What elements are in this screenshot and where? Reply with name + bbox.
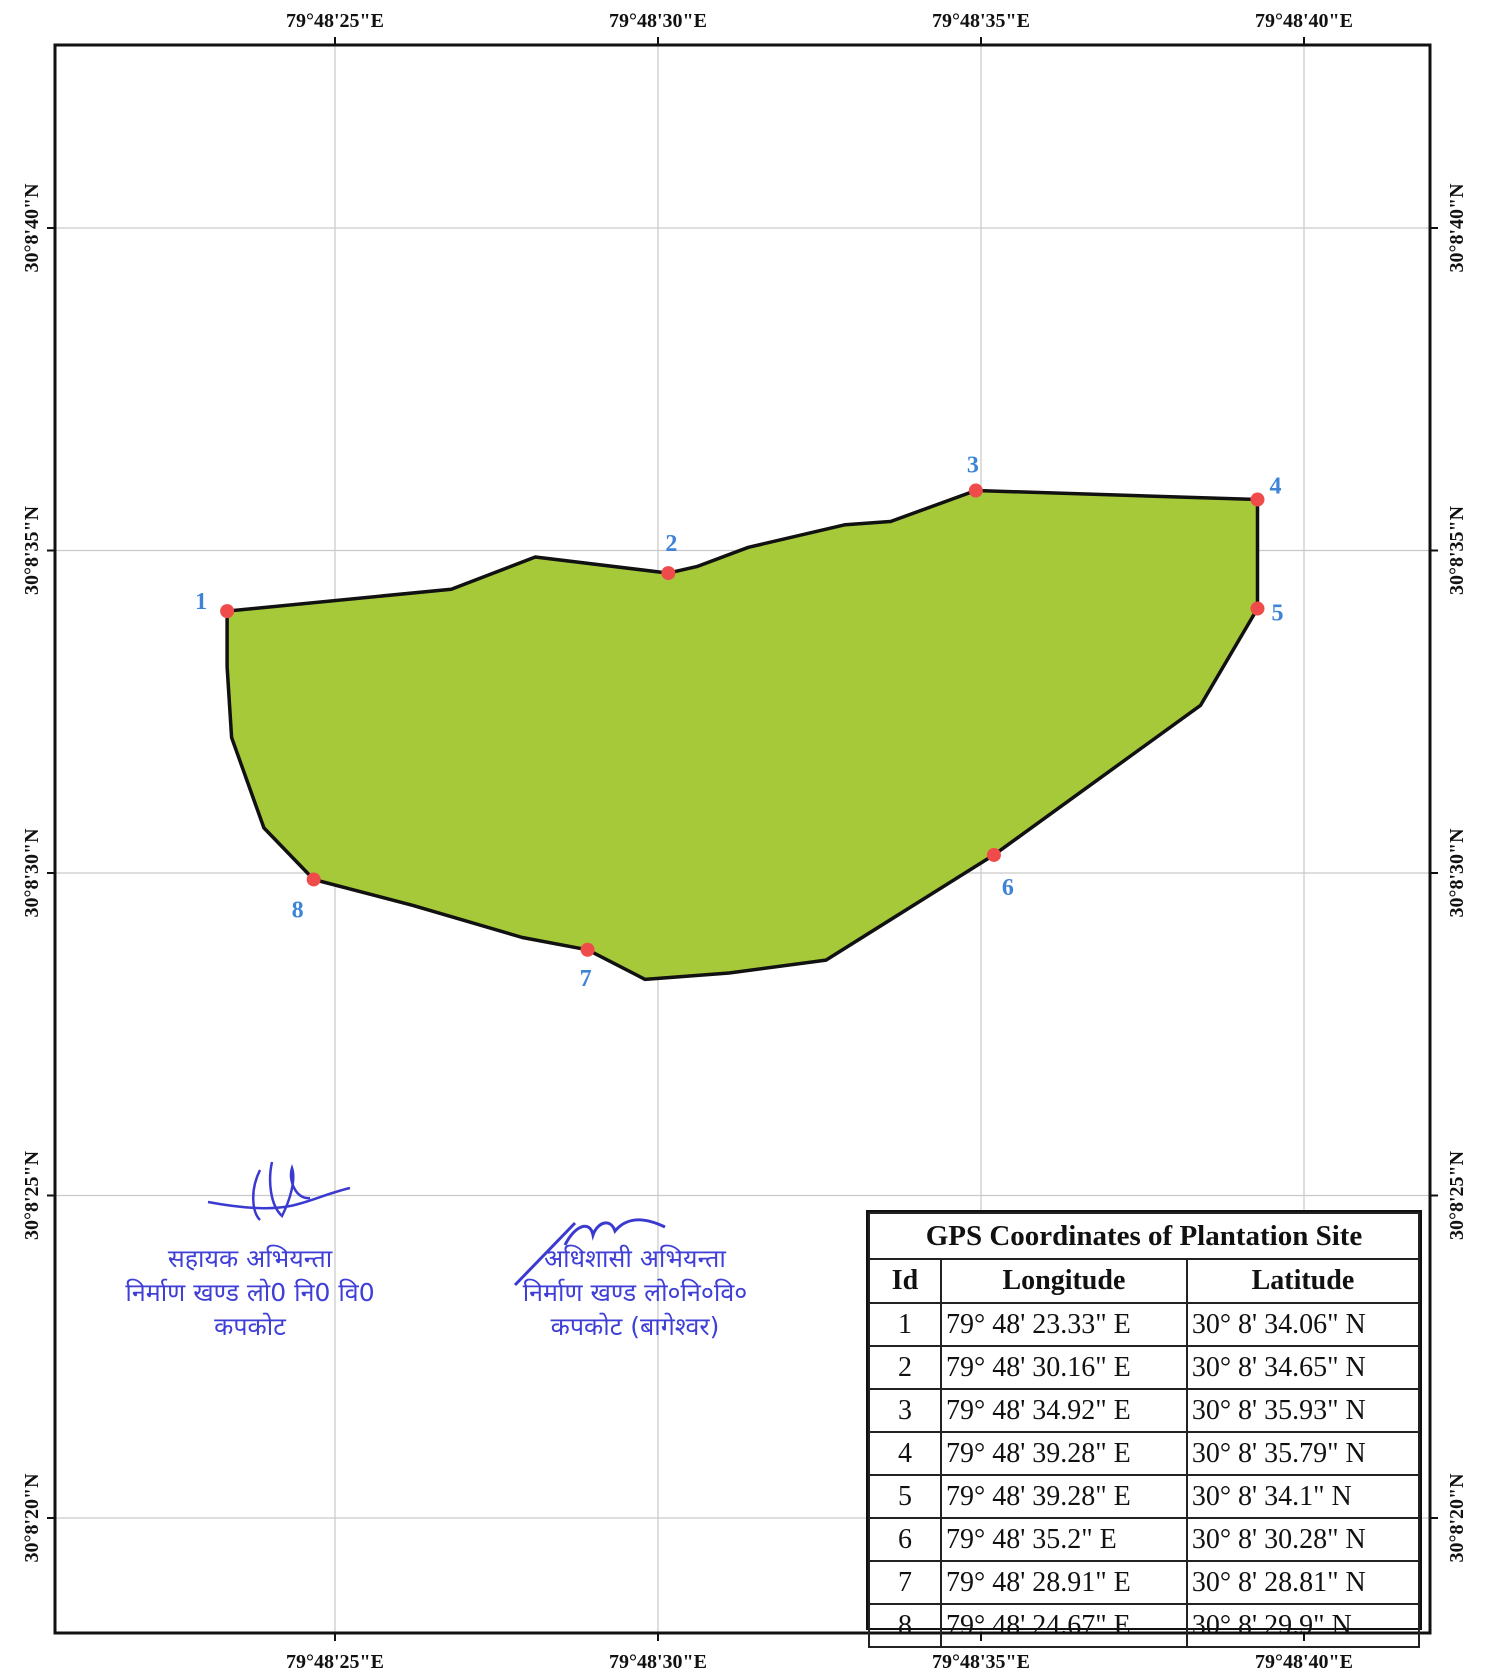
- bottom-longitude-label: 79°48'40"E: [1255, 1651, 1353, 1673]
- gps-point-label: 8: [292, 897, 304, 923]
- table-row: 1 79° 48' 23.33" E 30° 8' 34.06" N: [868, 1302, 1421, 1347]
- stamp-line: सहायक अभियन्ता: [167, 1244, 333, 1273]
- cell-longitude: 79° 48' 24.67" E: [940, 1603, 1188, 1648]
- signature-executive-engineer: [513, 1218, 666, 1287]
- cell-latitude: 30° 8' 34.06" N: [1185, 1302, 1421, 1347]
- gps-point-label: 7: [580, 966, 592, 992]
- table-row: 7 79° 48' 28.91" E 30° 8' 28.81" N: [868, 1560, 1421, 1605]
- cell-id: 6: [868, 1517, 942, 1562]
- gps-coordinates-table: GPS Coordinates of Plantation Site Id Lo…: [866, 1210, 1422, 1648]
- right-latitude-label: 30°8'40"N: [1446, 183, 1468, 273]
- left-latitude-label: 30°8'35"N: [21, 505, 43, 595]
- stamp-assistant-engineer: सहायक अभियन्ता निर्माण खण्ड लो0 नि0 वि0 …: [80, 1242, 420, 1344]
- axis-ticks: [47, 37, 1438, 1641]
- left-latitude-label: 30°8'30"N: [21, 828, 43, 918]
- cell-latitude: 30° 8' 35.79" N: [1185, 1431, 1421, 1476]
- top-longitude-label: 79°48'40"E: [1255, 10, 1353, 32]
- stamp-line: कपकोट: [214, 1312, 286, 1341]
- cell-longitude: 79° 48' 34.92" E: [940, 1388, 1188, 1433]
- cell-longitude: 79° 48' 35.2" E: [940, 1517, 1188, 1562]
- gps-point-marker: [1250, 492, 1265, 507]
- cell-longitude: 79° 48' 28.91" E: [940, 1560, 1188, 1605]
- header-latitude: Latitude: [1185, 1258, 1421, 1304]
- header-longitude: Longitude: [940, 1258, 1188, 1304]
- cell-longitude: 79° 48' 30.16" E: [940, 1345, 1188, 1390]
- gps-point-label: 6: [1002, 875, 1014, 901]
- top-longitude-label: 79°48'35"E: [932, 10, 1030, 32]
- cell-id: 1: [868, 1302, 942, 1347]
- table-title: GPS Coordinates of Plantation Site: [868, 1212, 1420, 1260]
- gps-point-marker: [1250, 601, 1265, 616]
- top-longitude-label: 79°48'25"E: [286, 10, 384, 32]
- bottom-longitude-label: 79°48'35"E: [932, 1651, 1030, 1673]
- bottom-longitude-label: 79°48'30"E: [609, 1651, 707, 1673]
- table-row: 3 79° 48' 34.92" E 30° 8' 35.93" N: [868, 1388, 1421, 1433]
- table-row: 4 79° 48' 39.28" E 30° 8' 35.79" N: [868, 1431, 1421, 1476]
- cell-id: 8: [868, 1603, 942, 1648]
- gps-point-marker: [306, 872, 321, 887]
- table-row: 6 79° 48' 35.2" E 30° 8' 30.28" N: [868, 1517, 1421, 1562]
- stamp-executive-engineer: अधिशासी अभियन्ता निर्माण खण्ड लो०नि०वि० …: [470, 1242, 800, 1344]
- table-body: 1 79° 48' 23.33" E 30° 8' 34.06" N 2 79° 48'…: [868, 1302, 1421, 1648]
- plantation-site-polygon: [225, 488, 1260, 982]
- table-row: 2 79° 48' 30.16" E 30° 8' 34.65" N: [868, 1345, 1421, 1390]
- cell-id: 4: [868, 1431, 942, 1476]
- cell-latitude: 30° 8' 29.9" N: [1185, 1603, 1421, 1648]
- map-border: [53, 43, 1432, 1635]
- table-row: 5 79° 48' 39.28" E 30° 8' 34.1" N: [868, 1474, 1421, 1519]
- cell-latitude: 30° 8' 30.28" N: [1185, 1517, 1421, 1562]
- left-latitude-label: 30°8'40"N: [21, 183, 43, 273]
- gps-point-marker: [968, 483, 983, 498]
- gps-point-marker: [661, 566, 676, 581]
- table-row: 8 79° 48' 24.67" E 30° 8' 29.9" N: [868, 1603, 1421, 1648]
- gps-point-label: 3: [967, 453, 979, 479]
- header-id: Id: [868, 1258, 942, 1304]
- cell-id: 2: [868, 1345, 942, 1390]
- gps-point-label: 5: [1271, 601, 1283, 627]
- gps-point-marker: [986, 847, 1001, 862]
- bottom-longitude-label: 79°48'25"E: [286, 1651, 384, 1673]
- top-longitude-label: 79°48'30"E: [609, 10, 707, 32]
- gps-points: 1 2 3 4 5 6 7 8: [195, 453, 1283, 992]
- cell-longitude: 79° 48' 23.33" E: [940, 1302, 1188, 1347]
- cell-longitude: 79° 48' 39.28" E: [940, 1431, 1188, 1476]
- cell-latitude: 30° 8' 34.1" N: [1185, 1474, 1421, 1519]
- coordinate-labels: 79°48'25"E 79°48'25"E 79°48'30"E 79°48'30"E…: [21, 10, 1468, 1673]
- cell-latitude: 30° 8' 28.81" N: [1185, 1560, 1421, 1605]
- right-latitude-label: 30°8'30"N: [1446, 828, 1468, 918]
- gps-point-label: 2: [665, 531, 677, 557]
- gps-point-marker: [220, 604, 235, 619]
- gps-point-marker: [580, 942, 595, 957]
- gps-point-label: 4: [1269, 474, 1281, 500]
- stamp-line: निर्माण खण्ड लो०नि०वि०: [522, 1278, 748, 1307]
- signature-assistant-engineer: [207, 1161, 351, 1221]
- right-latitude-label: 30°8'35"N: [1446, 505, 1468, 595]
- gps-point-label: 1: [195, 589, 207, 615]
- left-latitude-label: 30°8'20"N: [21, 1473, 43, 1563]
- right-latitude-label: 30°8'20"N: [1446, 1473, 1468, 1563]
- cell-latitude: 30° 8' 34.65" N: [1185, 1345, 1421, 1390]
- cell-id: 7: [868, 1560, 942, 1605]
- stamp-line: कपकोट (बागेश्वर): [550, 1312, 720, 1341]
- cell-longitude: 79° 48' 39.28" E: [940, 1474, 1188, 1519]
- left-latitude-label: 30°8'25"N: [21, 1150, 43, 1240]
- cell-id: 5: [868, 1474, 942, 1519]
- stamp-line: निर्माण खण्ड लो0 नि0 वि0: [125, 1278, 375, 1307]
- cell-latitude: 30° 8' 35.93" N: [1185, 1388, 1421, 1433]
- right-latitude-label: 30°8'25"N: [1446, 1150, 1468, 1240]
- cell-id: 3: [868, 1388, 942, 1433]
- stamp-line: अधिशासी अभियन्ता: [544, 1244, 726, 1273]
